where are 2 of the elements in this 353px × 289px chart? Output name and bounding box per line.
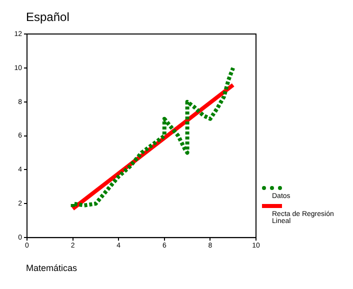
x-axis-title: Matemáticas (26, 263, 78, 273)
y-axis-title: Español (26, 10, 70, 24)
